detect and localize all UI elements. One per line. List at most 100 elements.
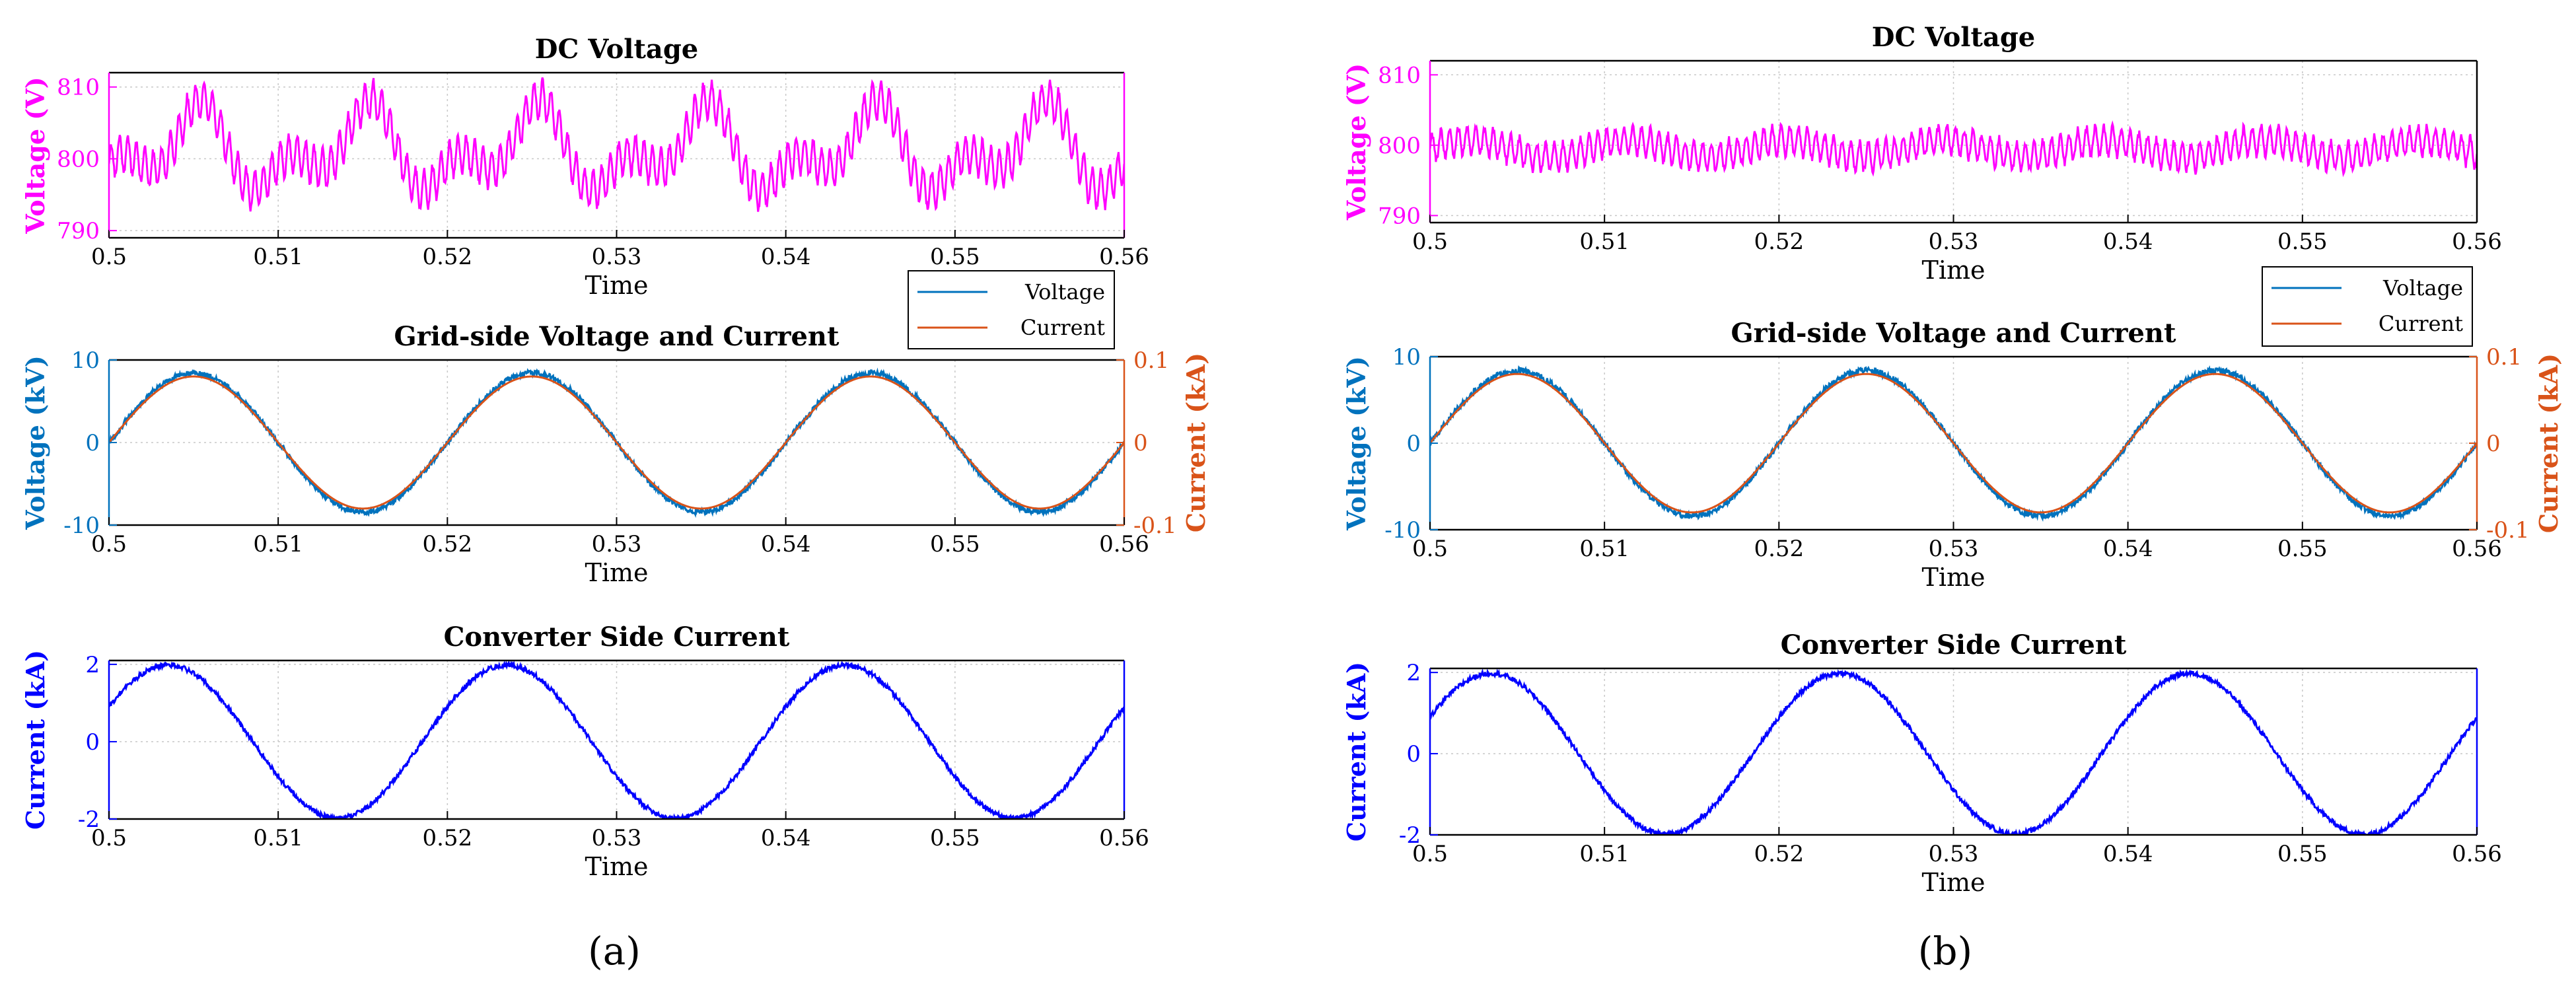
x-tick-label: 0.55 — [930, 244, 980, 270]
x-tick-label: 0.52 — [1754, 841, 1804, 867]
x-tick-label: 0.56 — [2452, 229, 2502, 255]
x-tick-label: 0.51 — [253, 825, 303, 851]
chart-b-dc: DC Voltage 0.5 0.51 0.52 0.53 0.54 0.55 0.56 790… — [1342, 22, 2502, 285]
y-axis-label-right: Current (kA) — [2534, 353, 2563, 533]
chart-title: DC Voltage — [1872, 22, 2036, 53]
x-tick-label: 0.51 — [1579, 841, 1629, 867]
y-axis-label: Current (kA) — [1342, 662, 1371, 841]
x-axis-label: Time — [585, 271, 648, 300]
y-tick-label: 800 — [1378, 133, 1421, 159]
x-tick-label: 0.54 — [761, 825, 811, 851]
y-axis-label-right: Current (kA) — [1181, 353, 1211, 532]
x-tick-label: 0.52 — [1754, 229, 1804, 255]
x-tick-label: 0.54 — [761, 531, 811, 557]
y-tick-label: 0 — [1406, 741, 1421, 767]
x-tick-label: 0.5 — [91, 825, 127, 851]
x-tick-label: 0.54 — [2103, 536, 2153, 562]
x-tick-label: 0.51 — [1579, 536, 1629, 562]
x-axis-label: Time — [585, 558, 648, 587]
series-line-dc-voltage — [1430, 120, 2477, 178]
chart-title: DC Voltage — [535, 34, 699, 65]
x-axis-label: Time — [1921, 256, 1985, 285]
chart-b-conv: Converter Side Current 0.5 0.51 0.52 0.53 0.5… — [1342, 629, 2502, 897]
x-tick-label: 0.53 — [1929, 229, 1979, 255]
x-tick-label: 0.51 — [1579, 229, 1629, 255]
y-tick-label: 10 — [1392, 344, 1421, 371]
x-tick-label: 0.55 — [930, 531, 980, 557]
y-tick-label-right: -0.1 — [1133, 513, 1177, 539]
y-tick-label-right: 0.1 — [1133, 347, 1169, 374]
x-tick-label: 0.53 — [592, 244, 642, 270]
x-tick-label: 0.54 — [2103, 229, 2153, 255]
x-tick-label: 0.55 — [2277, 229, 2328, 255]
chart-a-dc: DC Voltage 0.5 0.51 0.52 0.53 0.54 0.55 0.56 790… — [20, 34, 1149, 300]
series-line-current — [109, 375, 1124, 510]
y-tick-label: 0 — [85, 430, 100, 456]
x-tick-label: 0.55 — [930, 825, 980, 851]
legend-box — [908, 270, 1115, 349]
x-tick-label: 0.52 — [422, 825, 472, 851]
x-tick-label: 0.5 — [91, 244, 127, 270]
y-tick-label: 10 — [71, 347, 100, 374]
x-tick-label: 0.53 — [592, 531, 642, 557]
chart-title: Grid-side Voltage and Current — [394, 321, 840, 352]
legend-label: Current — [1020, 315, 1105, 340]
y-tick-label: 810 — [57, 75, 100, 101]
y-axis-label: Current (kA) — [20, 650, 50, 830]
y-tick-label: 800 — [57, 146, 100, 172]
panel-label-a: (a) — [588, 929, 641, 974]
chart-title: Converter Side Current — [444, 622, 790, 653]
y-tick-label: -2 — [78, 806, 100, 833]
y-axis-label: Voltage (V) — [1342, 63, 1371, 221]
series-line-converter-side-current — [109, 660, 1124, 819]
y-tick-label: 0 — [85, 729, 100, 756]
x-tick-label: 0.51 — [253, 244, 303, 270]
x-tick-label: 0.5 — [91, 531, 127, 557]
x-tick-label: 0.55 — [2277, 536, 2328, 562]
x-tick-label: 0.56 — [2452, 536, 2502, 562]
x-tick-label: 0.56 — [1099, 531, 1149, 557]
legend: Voltage Current — [908, 270, 1115, 349]
chart-a-conv: Converter Side Current 0.5 0.51 0.52 0.53 0.5… — [20, 622, 1149, 881]
y-tick-label: 2 — [1406, 660, 1421, 686]
x-tick-label: 0.55 — [2277, 841, 2328, 867]
legend-label: Voltage — [1024, 279, 1105, 304]
x-tick-label: 0.52 — [422, 531, 472, 557]
x-tick-label: 0.53 — [1929, 536, 1979, 562]
x-axis-label: Time — [585, 852, 648, 881]
y-tick-label: 790 — [57, 218, 100, 244]
x-tick-label: 0.53 — [592, 825, 642, 851]
chart-title: Grid-side Voltage and Current — [1731, 318, 2176, 349]
x-tick-label: 0.5 — [1412, 536, 1448, 562]
legend-box — [2262, 266, 2473, 347]
chart-a-grid: Grid-side Voltage and Current 0.5 0.51 0.52… — [20, 270, 1211, 587]
y-tick-label: -10 — [63, 513, 100, 539]
legend-label: Voltage — [2382, 275, 2463, 301]
x-tick-label: 0.51 — [253, 531, 303, 557]
y-tick-label: 0 — [1406, 431, 1421, 457]
series-line-converter-side-current — [1430, 668, 2477, 835]
chart-b-grid: Grid-side Voltage and Current 0.5 0.51 0.52… — [1342, 266, 2563, 592]
x-tick-label: 0.56 — [1099, 244, 1149, 270]
y-tick-label-right: 0 — [2486, 431, 2501, 457]
y-tick-label-right: -0.1 — [2486, 517, 2530, 544]
chart-title: Converter Side Current — [1781, 629, 2127, 660]
y-axis-label: Voltage (kV) — [1342, 356, 1371, 531]
y-axis-label: Voltage (V) — [20, 77, 50, 234]
panel-label-b: (b) — [1918, 929, 1972, 974]
legend: Voltage Current — [2262, 266, 2473, 347]
y-tick-label-right: 0.1 — [2486, 344, 2522, 371]
x-tick-label: 0.56 — [2452, 841, 2502, 867]
y-axis-label: Voltage (kV) — [20, 355, 50, 530]
x-tick-label: 0.52 — [1754, 536, 1804, 562]
series-line-dc-voltage — [109, 77, 1124, 212]
y-tick-label: 810 — [1378, 62, 1421, 89]
y-tick-label-right: 0 — [1133, 430, 1148, 456]
series-line-current — [1430, 373, 2477, 514]
x-tick-label: 0.54 — [2103, 841, 2153, 867]
x-axis-label: Time — [1921, 563, 1985, 592]
y-tick-label: -10 — [1384, 517, 1421, 544]
x-tick-label: 0.5 — [1412, 841, 1448, 867]
